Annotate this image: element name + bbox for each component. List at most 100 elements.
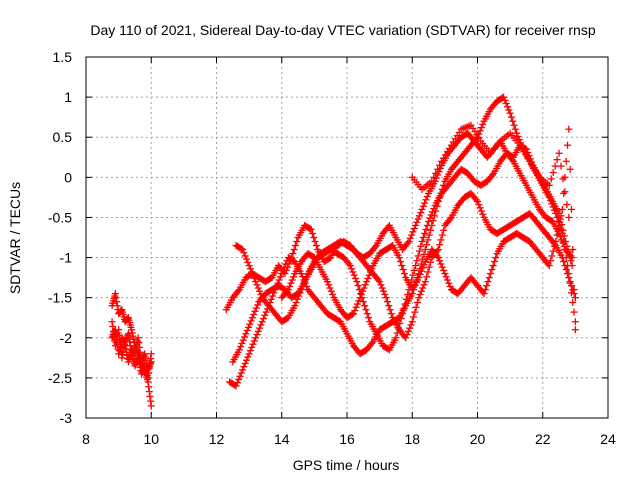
data-point-arc-1 (421, 199, 429, 207)
data-point-arc-3 (560, 242, 568, 250)
data-point-arc-3 (401, 300, 409, 308)
data-point-arc-3 (398, 310, 406, 318)
data-point-arc-early-a (124, 315, 132, 323)
data-point-arc-6 (436, 161, 444, 169)
data-point-arc-5 (360, 284, 368, 292)
data-point-arc-5 (287, 279, 295, 287)
data-point-arc-4 (301, 276, 309, 284)
x-tick-label: 20 (470, 431, 486, 447)
data-point-arc-2 (280, 263, 288, 271)
data-point-arc-4 (474, 197, 481, 205)
data-point-arc-5 (363, 278, 371, 286)
data-point-arc-6 (561, 188, 569, 196)
data-point-arc-2 (259, 315, 267, 323)
data-point-arc-2 (276, 273, 284, 281)
data-point-arc-early-c (145, 364, 153, 372)
data-point-arc-3 (244, 323, 252, 331)
y-tick-label: 1 (64, 89, 72, 105)
data-point-arc-1 (291, 242, 299, 250)
data-point-arc-3 (421, 229, 429, 237)
data-point-arc-5 (326, 284, 334, 292)
data-point-arc-6 (432, 169, 440, 177)
data-point-arc-early-c (116, 337, 124, 345)
data-point-arc-5 (445, 279, 453, 287)
data-point-arc-6 (551, 162, 559, 170)
data-point-arc-early-c (147, 355, 155, 363)
data-point-arc-2 (256, 324, 264, 332)
data-point-arc-5 (366, 268, 374, 276)
data-point-arc-3 (402, 295, 410, 303)
data-point-arc-3 (239, 336, 247, 344)
data-point-arc-4 (402, 334, 410, 342)
data-point-arc-3 (430, 205, 438, 213)
data-point-arc-2 (427, 226, 435, 234)
data-point-arc-3 (409, 271, 417, 279)
data-point-arc-5 (485, 274, 493, 282)
data-point-arc-5 (550, 242, 558, 250)
data-point-arc-1 (307, 225, 315, 233)
data-point-arc-4 (565, 274, 573, 282)
data-point-arc-3 (354, 282, 362, 290)
data-point-arc-5 (489, 262, 497, 270)
data-point-arc-3 (397, 315, 405, 323)
data-point-arc-1 (409, 228, 417, 236)
data-point-arc-3 (243, 327, 251, 335)
data-point-arc-4 (440, 226, 448, 234)
y-tick-label: -1.5 (48, 290, 72, 306)
data-point-arc-2 (244, 353, 252, 361)
data-point-arc-early-c (134, 355, 142, 363)
data-point-arc-2 (423, 241, 431, 249)
data-point-arc-2 (421, 246, 429, 254)
data-point-arc-2 (430, 212, 438, 220)
data-point-arc-2 (241, 359, 249, 367)
data-point-arc-early-a (147, 397, 155, 405)
data-point-arc-4 (472, 196, 480, 204)
y-tick-label: -0.5 (48, 209, 72, 225)
data-point-arc-3 (361, 302, 369, 310)
data-point-arc-3 (417, 242, 425, 250)
data-point-arc-4 (252, 278, 260, 286)
data-point-arc-5 (483, 282, 491, 290)
data-point-arc-3 (489, 171, 497, 179)
data-point-arc-1 (289, 250, 297, 258)
data-point-arc-4 (560, 258, 568, 266)
data-point-arc-4 (303, 273, 311, 281)
data-point-arc-2 (250, 337, 258, 345)
data-point-arc-early-c (137, 370, 145, 378)
data-point-arc-early-b (147, 358, 155, 366)
data-point-arc-3 (346, 262, 354, 270)
data-point-arc-3 (412, 262, 420, 270)
data-point-arc-5 (487, 270, 495, 278)
data-point-arc-4 (421, 278, 429, 286)
data-point-arc-2 (549, 203, 557, 211)
data-point-arc-3 (359, 298, 367, 306)
data-point-arc-4 (387, 310, 395, 318)
data-point-arc-5 (549, 247, 557, 255)
data-point-arc-early-c (109, 323, 117, 331)
data-point-arc-early-a (112, 294, 120, 302)
axis-ticks: 8 10 12 14 16 18 20 22 24 -3 -2.5 -2 -1.5 -1 -0.5 0 0.5 1… (48, 49, 616, 447)
data-point-arc-2 (514, 132, 522, 140)
data-point-arc-6 (549, 169, 557, 177)
data-points (108, 93, 579, 410)
data-point-arc-5 (560, 189, 568, 197)
data-point-arc-5 (569, 246, 577, 254)
data-point-arc-early-c (131, 362, 139, 370)
data-point-arc-5 (323, 278, 331, 286)
data-point-arc-3 (410, 266, 418, 274)
data-point-arc-3 (350, 271, 358, 279)
data-point-arc-4 (377, 281, 385, 289)
y-tick-label: -3 (60, 410, 73, 426)
data-point-arc-early-b (136, 348, 144, 356)
data-point-arc-early-c (136, 360, 144, 368)
data-point-arc-5 (365, 271, 373, 279)
data-point-arc-1 (422, 196, 430, 204)
data-point-arc-4 (446, 215, 454, 223)
data-point-arc-5 (442, 273, 450, 281)
data-point-arc-6 (555, 149, 563, 157)
data-point-arc-early-b (132, 347, 140, 355)
data-point-arc-4 (254, 284, 262, 292)
data-point-arc-early-b (134, 334, 142, 342)
data-point-arc-5 (364, 274, 372, 282)
data-point-arc-5 (564, 141, 572, 149)
